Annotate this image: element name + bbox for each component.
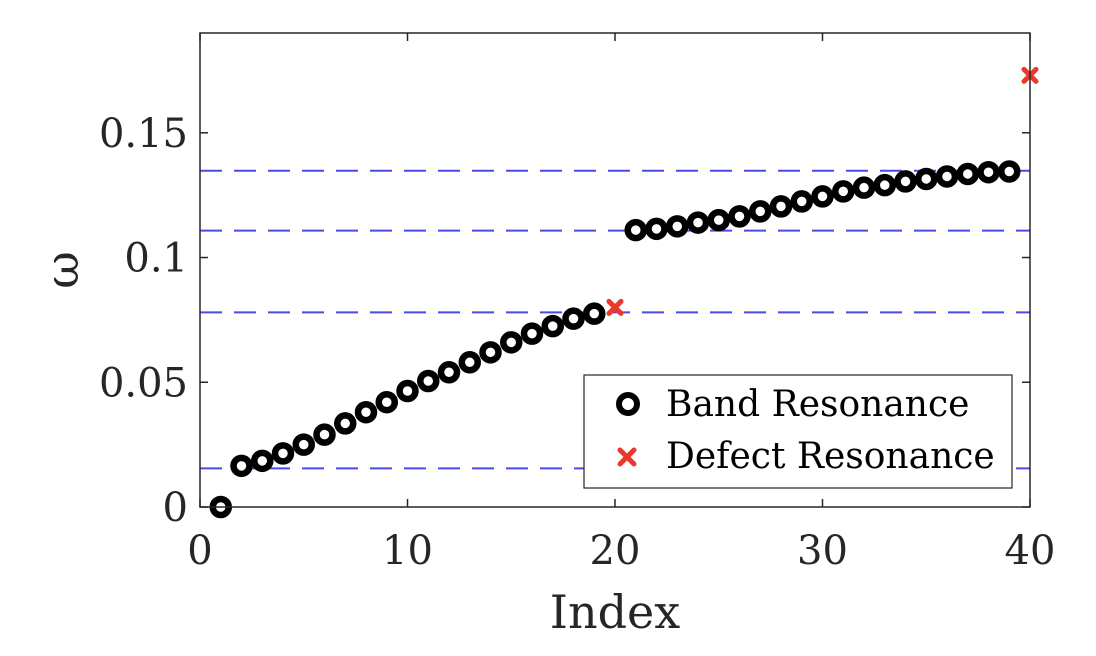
band-resonance-point: [541, 314, 564, 338]
y-tick-label: 0.1: [124, 236, 188, 282]
band-resonance-point: [686, 211, 710, 234]
band-resonance-point: [334, 412, 357, 435]
band-resonance-point: [790, 190, 813, 213]
band-resonance-point: [811, 185, 834, 208]
y-tick-label: 0.05: [99, 360, 188, 406]
band-resonance-point: [728, 205, 751, 228]
band-resonance-point: [292, 433, 315, 456]
x-tick-label: 30: [797, 528, 848, 574]
band-resonance-point: [458, 351, 481, 374]
band-resonance-point: [915, 167, 938, 191]
y-tick-label: 0: [163, 485, 188, 531]
band-resonance-point: [375, 390, 398, 414]
band-resonance-point: [832, 180, 855, 203]
x-axis-ticks: 0 10 20 30 40: [187, 33, 1055, 574]
band-resonance-point: [313, 423, 336, 446]
band-resonance-point: [624, 218, 647, 242]
band-resonance-point: [769, 195, 793, 218]
band-resonance-point: [998, 160, 1021, 183]
band-resonance-point: [666, 215, 689, 238]
legend-box: [583, 374, 1013, 489]
x-tick-label: 20: [590, 528, 641, 574]
band-resonance-point: [749, 200, 772, 223]
band-resonance-point: [396, 379, 419, 403]
band-resonance-point: [707, 208, 730, 232]
band-resonance-point: [354, 400, 378, 424]
x-tick-label: 0: [187, 528, 212, 574]
legend-defect-marker: [617, 447, 637, 467]
band-resonance-point: [500, 331, 523, 354]
band-resonance-point: [479, 341, 502, 364]
band-resonance-point: [437, 361, 461, 384]
band-resonance-point: [956, 162, 979, 186]
band-resonance-point: [935, 165, 959, 188]
band-resonance-point: [251, 449, 274, 473]
band-resonance-point: [852, 176, 876, 199]
legend-defect-label: Defect Resonance: [666, 436, 995, 477]
band-resonance-point: [583, 302, 606, 325]
x-tick-label: 40: [1005, 528, 1056, 574]
legend-band-label: Band Resonance: [666, 384, 969, 425]
defect-resonance-point: [606, 298, 624, 316]
band-resonance-point: [562, 307, 585, 330]
band-resonance-point: [873, 173, 896, 197]
legend-band-marker: [616, 392, 640, 416]
y-tick-label: 0.15: [99, 111, 188, 157]
band-resonance-point: [645, 217, 668, 241]
band-resonance-point: [894, 170, 917, 193]
band-resonance-point: [230, 454, 253, 478]
x-axis-label: Index: [550, 585, 680, 639]
band-resonance-point: [520, 322, 544, 345]
band-resonance-point: [417, 369, 440, 393]
x-tick-label: 10: [382, 528, 433, 574]
band-resonance-series: [209, 160, 1021, 519]
y-axis-label: ω: [35, 251, 89, 289]
band-resonance-point: [977, 160, 1000, 184]
y-axis-ticks: 0 0.05 0.1 0.15: [99, 111, 1030, 531]
band-resonance-point: [271, 442, 295, 465]
legend: Band Resonance Defect Resonance: [583, 374, 1013, 489]
